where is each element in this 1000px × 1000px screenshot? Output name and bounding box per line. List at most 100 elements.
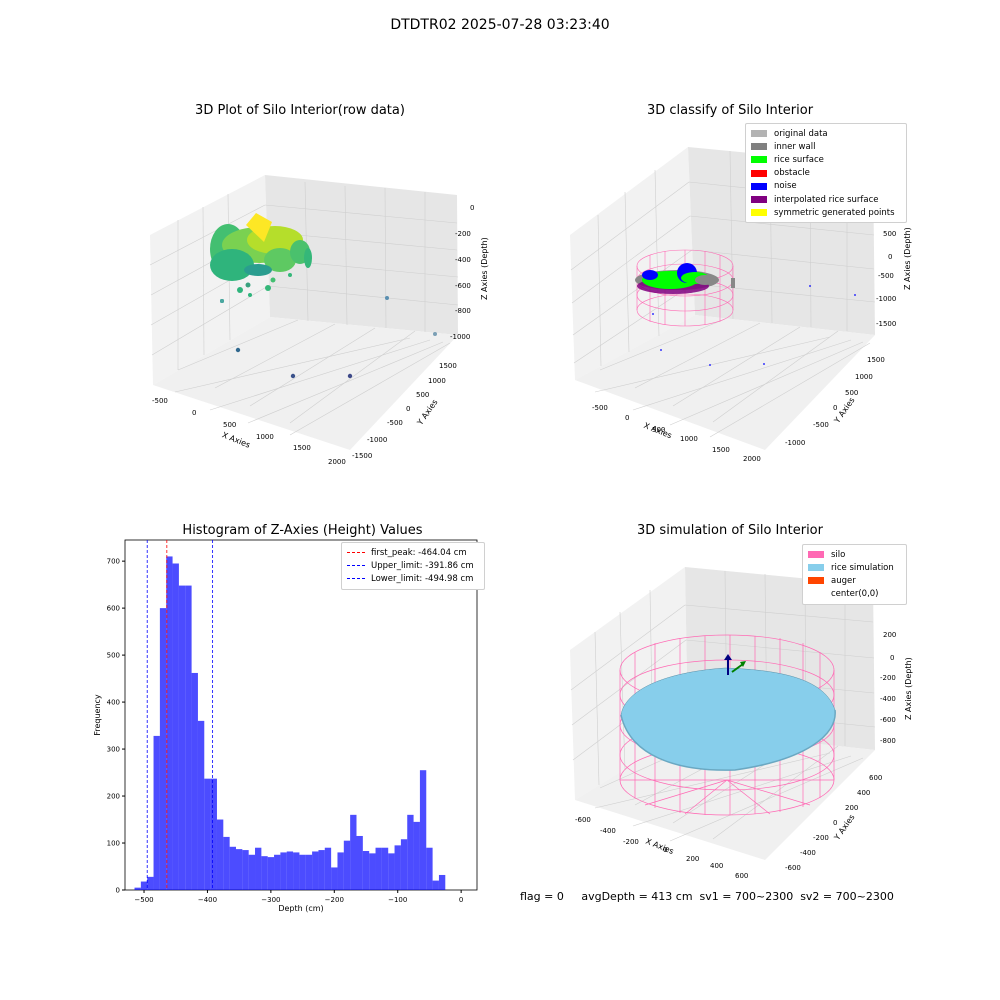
y-tick: -1500 (352, 452, 372, 460)
histogram-bar (305, 854, 313, 890)
legend-swatch (808, 551, 824, 559)
y-tick-labels: 1500 1000 500 0 -500 -1000 -1500 (352, 362, 457, 460)
x-axis-label: X Axies (644, 837, 675, 856)
z-tick: -1000 (450, 333, 470, 341)
auger-arrows (724, 654, 746, 675)
y-tick-label: 400 (107, 699, 120, 707)
z-axis-label: Z Axies (Depth) (480, 237, 489, 300)
histogram-bar (350, 814, 357, 890)
histogram-bar (140, 881, 148, 890)
legend-classify: original data inner wall rice surface ob… (745, 123, 907, 224)
z-tick: 0 (888, 253, 892, 261)
legend-swatch (751, 130, 767, 138)
z-tick: -400 (455, 256, 471, 264)
histogram-bar (229, 846, 236, 890)
histogram-bar (172, 563, 179, 890)
histogram-bar (362, 851, 370, 890)
histogram-bar (185, 585, 192, 890)
pane-left (570, 147, 695, 380)
histogram-bar (356, 835, 363, 890)
x-tick: 0 (625, 414, 629, 422)
y-tick: 0 (833, 404, 837, 412)
y-tick: 1500 (439, 362, 457, 370)
x-tick: -600 (575, 816, 591, 824)
z-tick: -800 (880, 737, 896, 745)
pane-back (265, 175, 458, 335)
x-tick: 0 (663, 846, 667, 854)
legend-item: inner wall (751, 140, 901, 153)
pane-floor (575, 730, 875, 860)
z-tick: 0 (890, 654, 894, 662)
y-tick: 500 (845, 389, 858, 397)
y-tick-label: 300 (107, 746, 120, 754)
legend-item: symmetric generated points (751, 206, 901, 219)
legend-item: noise (751, 180, 901, 193)
y-tick: 0 (406, 405, 410, 413)
silo-wireframe (636, 249, 734, 327)
legend-swatch (751, 143, 767, 151)
histogram-bar (413, 821, 420, 890)
x-tick: 1500 (293, 444, 311, 452)
y-tick: 200 (845, 804, 858, 812)
legend-swatch (751, 169, 767, 177)
legend-swatch (808, 590, 824, 598)
z-tick: -200 (455, 230, 471, 238)
histogram-bar (274, 854, 281, 890)
histogram-bar (318, 850, 325, 890)
histogram-bar (178, 585, 186, 890)
x-tick: 1000 (680, 435, 698, 443)
x-tick: 600 (735, 872, 748, 880)
histogram-bar (280, 852, 287, 890)
z-axis-label: Z Axies (Depth) (903, 227, 912, 290)
x-tick: 200 (686, 855, 699, 863)
legend-swatch (808, 564, 824, 572)
legend-swatch (751, 156, 767, 164)
y-tick: -1000 (785, 439, 805, 447)
histogram-bar (134, 887, 141, 890)
panel2-title: 3D classify of Silo Interior (646, 103, 814, 118)
histogram-bar (312, 851, 319, 890)
histogram-bar (216, 819, 224, 890)
x-tick-label: −100 (388, 896, 407, 904)
histogram-bar (191, 672, 198, 890)
x-tick: 0 (192, 409, 196, 417)
histogram-bar (166, 556, 173, 890)
x-tick-labels: -500 0 500 1000 1500 2000 (592, 404, 761, 463)
y-tick-label: 600 (107, 605, 120, 613)
rice-surface-edge (620, 709, 836, 771)
y-tick-label: 0 (116, 887, 120, 895)
pane-floor (575, 315, 875, 450)
x-tick-label: −500 (134, 896, 153, 904)
y-tick: 1500 (867, 356, 885, 364)
z-tick-labels: 200 0 -200 -400 -600 -800 (880, 631, 896, 745)
histogram-bar (394, 845, 401, 890)
histogram-bar (369, 853, 376, 890)
x-tick-label: −400 (198, 896, 217, 904)
y-tick: -400 (800, 849, 816, 857)
y-ticks: 0 100 200 300 400 500 600 700 (107, 558, 125, 895)
panel1-3d-scatter: -500 0 500 1000 1500 2000 X Axies 1500 1… (149, 175, 489, 466)
x-ticks: −500 −400 −300 −200 −100 0 (134, 890, 463, 904)
z-tick: 200 (883, 631, 896, 639)
panel4-title: 3D simulation of Silo Interior (637, 523, 823, 538)
histogram-bar (299, 854, 306, 890)
histogram-bar (293, 852, 300, 890)
panel1-title: 3D Plot of Silo Interior(row data) (195, 103, 405, 118)
histogram-bar (197, 720, 205, 890)
legend-simulation: silo rice simulation auger center(0,0) (802, 544, 907, 605)
z-tick: -600 (455, 282, 471, 290)
histogram-bar (343, 840, 351, 890)
histogram-bar (407, 814, 414, 890)
y-tick-label: 700 (107, 558, 120, 566)
histogram-bar (426, 847, 433, 890)
histogram-bar (147, 876, 154, 890)
legend-item: rice surface (751, 153, 901, 166)
histogram-chart: −500 −400 −300 −200 −100 0 0 100 200 300 400 500 60… (93, 539, 478, 913)
y-tick: 500 (416, 391, 429, 399)
histogram-bar (248, 854, 256, 890)
z-tick: -800 (455, 307, 471, 315)
legend-line (347, 565, 365, 567)
histogram-bar (261, 856, 268, 890)
x-tick: 400 (710, 862, 723, 870)
legend-item: Lower_limit: -494.98 cm (347, 572, 479, 585)
